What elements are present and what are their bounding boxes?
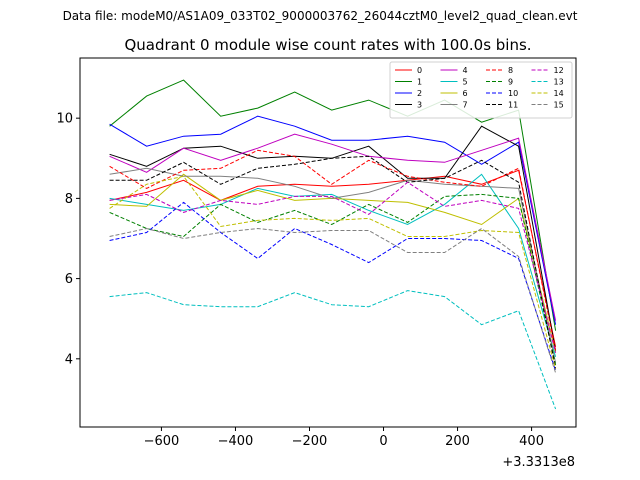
series-line-5 [109, 173, 557, 357]
x-tick-label: 200 [445, 434, 470, 449]
legend-label-7: 7 [463, 101, 468, 110]
y-tick-label: 4 [65, 352, 73, 367]
series-line-15 [109, 227, 557, 374]
legend-label-12: 12 [554, 66, 564, 75]
series-line-10 [109, 201, 557, 371]
x-tick-label: −600 [144, 434, 180, 449]
legend-label-2: 2 [417, 89, 422, 98]
x-tick-label: −200 [292, 434, 328, 449]
series-line-1 [109, 79, 557, 331]
legend-box [389, 61, 573, 119]
series-line-6 [109, 173, 557, 353]
legend-label-9: 9 [508, 78, 513, 87]
x-tick-label: 400 [519, 434, 544, 449]
legend-label-4: 4 [463, 66, 468, 75]
series-line-9 [109, 193, 557, 365]
legend-label-11: 11 [508, 101, 518, 110]
figure-suptitle: Data file: modeM0/AS1A09_033T02_90000037… [63, 9, 578, 23]
legend-label-3: 3 [417, 101, 422, 110]
series-line-7 [109, 167, 557, 363]
legend-label-5: 5 [463, 78, 468, 87]
legend-label-14: 14 [554, 89, 564, 98]
x-axis: −600 −400 −200 0 200 400 [144, 427, 544, 449]
series-line-0 [109, 169, 557, 347]
chart-title: Quadrant 0 module wise count rates with … [124, 36, 531, 54]
x-tick-label: 0 [379, 434, 387, 449]
legend-label-15: 15 [554, 101, 564, 110]
series-line-2 [109, 115, 557, 325]
legend-label-1: 1 [417, 78, 422, 87]
series-line-8 [109, 149, 557, 351]
legend-label-13: 13 [554, 78, 564, 87]
x-tick-label: −400 [218, 434, 254, 449]
series-line-14 [109, 175, 557, 369]
series-line-12 [109, 181, 557, 353]
legend-label-0: 0 [417, 66, 422, 75]
plot-frame [79, 57, 577, 428]
y-tick-label: 10 [56, 112, 73, 127]
x-offset-label: +3.3313e8 [502, 455, 575, 470]
legend-label-6: 6 [463, 89, 468, 98]
series-layer [109, 79, 557, 410]
y-tick-label: 8 [65, 192, 73, 207]
y-axis: 4 6 8 10 [56, 112, 80, 367]
series-line-11 [109, 155, 557, 369]
legend-label-8: 8 [508, 66, 513, 75]
series-line-4 [109, 133, 557, 321]
legend-label-10: 10 [508, 89, 518, 98]
y-tick-label: 6 [65, 272, 73, 287]
series-line-13 [109, 290, 557, 410]
